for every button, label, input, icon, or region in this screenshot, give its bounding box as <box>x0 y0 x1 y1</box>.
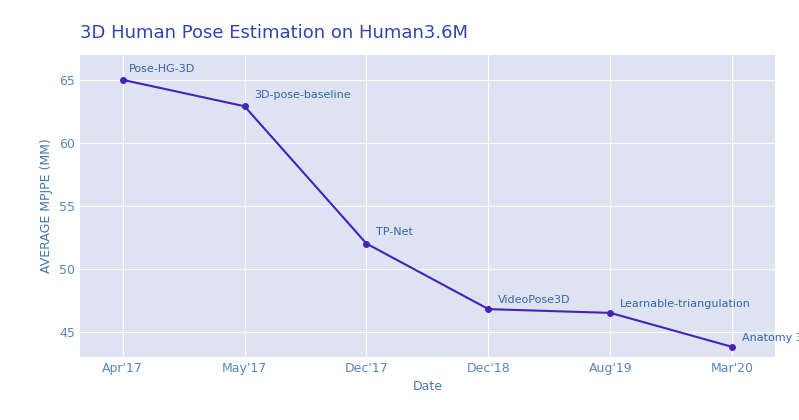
Text: 3D Human Pose Estimation on Human3.6M: 3D Human Pose Estimation on Human3.6M <box>80 24 468 42</box>
Text: Learnable-triangulation: Learnable-triangulation <box>620 299 751 309</box>
Text: Anatomy 3D: Anatomy 3D <box>742 333 799 343</box>
Y-axis label: AVERAGE MPJPE (MM): AVERAGE MPJPE (MM) <box>41 139 54 273</box>
Text: Pose-HG-3D: Pose-HG-3D <box>129 63 195 73</box>
Text: 3D-pose-baseline: 3D-pose-baseline <box>254 90 351 100</box>
Text: TP-Net: TP-Net <box>376 227 413 237</box>
X-axis label: Date: Date <box>412 381 443 394</box>
Text: VideoPose3D: VideoPose3D <box>499 295 570 305</box>
